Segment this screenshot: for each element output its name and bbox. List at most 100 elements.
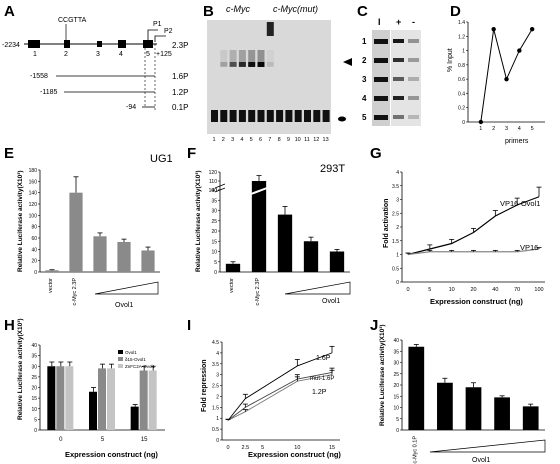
chart-h-ytick-label: 15 (31, 396, 37, 402)
chart-g-xtick-label: 5 (428, 287, 431, 293)
chartJ-ytick-label: 0 (396, 428, 399, 434)
panel-e: E UG1 Relative Luciferase activity(X10³)… (4, 145, 173, 309)
gel-c-minus-band (408, 96, 419, 100)
gel-free-probe-band (266, 110, 274, 122)
chartE-bar (45, 270, 59, 272)
chart-e: 0 20 40 60 80 100 120 140 160 180 vector c-Myc 2.3P (29, 168, 160, 306)
gel-c-row-label: 5 (362, 113, 367, 122)
chart-e-xcat-label: c-Myc 2.3P (72, 278, 78, 306)
gel-c-plus-band (393, 96, 404, 100)
chart-h-ytick-label: 40 (31, 343, 37, 349)
gel-c-minus-band (408, 39, 419, 43)
chart-h-xtick-label: 5 (101, 437, 105, 443)
gel-c-row-label: 4 (362, 94, 367, 103)
chart-h-legend-swatch (118, 350, 123, 354)
start-label: -2234 (2, 42, 20, 49)
chart-g-xtick-label: 0 (406, 287, 409, 293)
chart-e-xcat-label: vector (48, 278, 54, 293)
gel-shift-band (229, 62, 237, 67)
chart-f-ytick-label: 40 (211, 188, 217, 194)
chart-h-legend-label: ZnFC2A-Ovol1 (125, 364, 156, 369)
chart-i-xlabel: Expression construct (ng) (248, 450, 341, 459)
chart-d-xlabel: primers (505, 138, 529, 145)
end-label: +125 (156, 51, 172, 58)
chart-g-xlabel: Expression construct (ng) (430, 297, 523, 306)
chart-d-ytick-label: 1 (462, 49, 465, 55)
panel-label-i: I (187, 317, 191, 334)
chart-f-axis-break (214, 183, 226, 189)
exon-2 (64, 40, 70, 48)
chart-f-bar-break (250, 187, 268, 195)
construct-0.1p-label: 0.1P (172, 103, 188, 112)
col-label-minus: - (412, 17, 415, 27)
chart-h-bar (148, 370, 157, 430)
panel-label-c: C (357, 3, 368, 20)
chart-g-ylabel: Fold activation (383, 199, 390, 248)
free-probe-marker (338, 116, 346, 122)
chart-f-xcat-label: vector (229, 278, 235, 293)
gel-smear (238, 50, 246, 66)
gel-c-plus-band (393, 39, 404, 43)
chart-d-ylabel: % Input (447, 48, 454, 72)
gel-lane-label: 1 (212, 137, 215, 143)
chart-h-legend-swatch (118, 357, 123, 361)
chart-d-point (478, 119, 484, 125)
gel-free-probe-band (304, 110, 311, 122)
chart-h-bar (98, 368, 106, 430)
panel-label-h: H (4, 317, 15, 334)
chart-d: 0 0.2 0.4 0.6 0.8 1 1.2 1.4 1 2 3 4 5 (458, 20, 545, 132)
gel-lane-label: 6 (259, 137, 262, 143)
gel-lane-label: 9 (287, 137, 290, 143)
chart-i-ytick-label: 3.5 (212, 362, 219, 368)
gel-group-mut: c-Myc(mut) (273, 4, 318, 14)
exon-label-2: 2 (64, 51, 68, 58)
chart-f-bar (225, 263, 241, 272)
gel-free-probe-band (220, 110, 228, 122)
chart-i-series-label: 1.2P (312, 389, 327, 396)
chartJ-bar (522, 406, 539, 430)
chart-f-axis-break (214, 187, 226, 193)
primer-p2-label: P2 (164, 28, 173, 35)
chart-h-ytick-label: 10 (31, 407, 37, 413)
gel-lane-labels: 1 2 3 4 5 6 7 8 9 10 11 12 13 (212, 137, 328, 143)
chartJ-ytick-label: 20 (393, 383, 399, 389)
col-label-input: I (378, 17, 381, 27)
gel-c-input-band (374, 77, 388, 82)
chart-f-ytick-label: 25 (211, 219, 217, 225)
chart-h: 0 5 10 15 20 25 30 35 40 0 5 15 Ovol1 δ15-Ovol1 ZnFC2A… (31, 343, 165, 443)
chart-h-xtick-label: 0 (59, 437, 63, 443)
chartJ-bar (437, 382, 453, 430)
gel-free-probe-band (238, 110, 246, 122)
construct-1.6p-left: -1558 (30, 73, 48, 80)
panel-i: I Fold repression Expression construct (… (187, 317, 341, 459)
chartJ-ytick-label: 15 (393, 394, 399, 400)
chart-j-dose-wedge (429, 439, 546, 453)
chart-h-bar (65, 366, 74, 430)
exon-label-5: 5 (146, 51, 150, 58)
chart-e-title: UG1 (150, 153, 173, 165)
gel-c-input-band (374, 39, 388, 44)
chart-i-ytick-label: 3 (216, 373, 219, 379)
panel-j: J Relative Luciferase activity(X10³) Ovo… (370, 317, 546, 464)
chart-h-bar (130, 406, 139, 430)
panel-h: H Relative Luciferase activity(X10³) Exp… (4, 317, 165, 459)
chart-f-ytick-label: 30 (211, 209, 217, 215)
panel-label-a: A (4, 3, 15, 20)
chart-h-bar (139, 370, 148, 430)
chart-d-xtick-label: 1 (479, 126, 482, 132)
chart-e-group-label: Ovol1 (115, 302, 133, 309)
gel-shift-band (248, 62, 256, 67)
chart-f-group-label: Ovol1 (322, 298, 340, 305)
col-label-plus: + (396, 17, 401, 27)
panel-label-b: B (203, 3, 214, 20)
chart-d-ytick-label: 0 (462, 120, 465, 126)
chart-d-ytick-label: 0.4 (458, 91, 465, 97)
chart-d-xtick-label: 4 (518, 126, 521, 132)
panel-label-d: D (450, 3, 461, 20)
chart-f-xcat-label: c-Myc 2.3P (255, 278, 261, 306)
site-label: CCGTTA (58, 17, 87, 24)
chartJ-ytick-label: 25 (393, 372, 399, 378)
gel-lane-label: 13 (323, 137, 329, 143)
chartJ-ytick-label: 10 (393, 406, 399, 412)
